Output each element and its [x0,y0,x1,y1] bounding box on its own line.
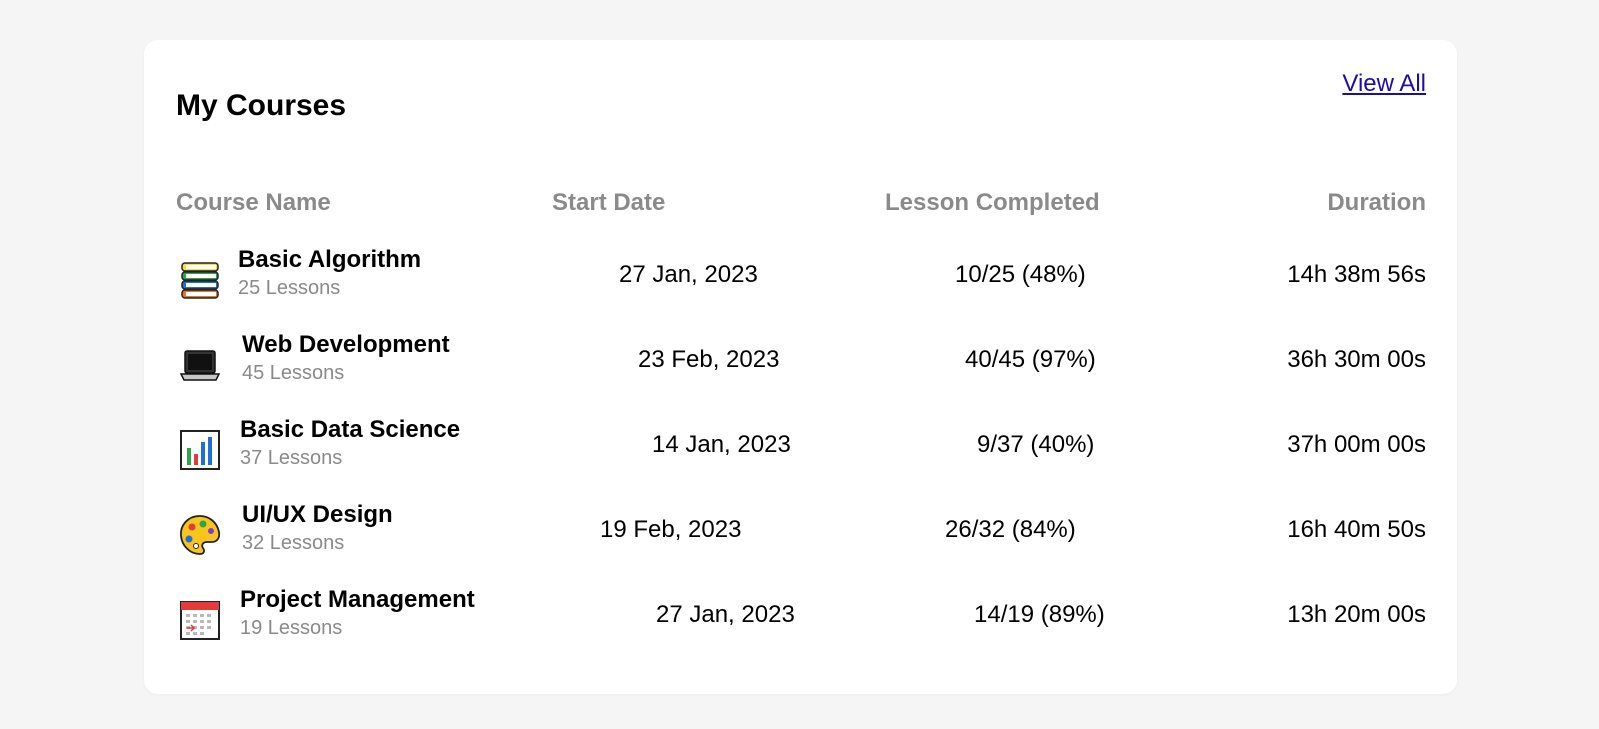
table-row[interactable]: Basic Algorithm 25 Lessons 27 Jan, 2023 … [144,248,1457,308]
course-name: Project Management [240,586,475,613]
palette-icon [178,513,222,557]
lesson-completed: 26/32 (84%) [945,516,1076,543]
column-header-lesson-completed: Lesson Completed [885,189,1100,216]
start-date: 27 Jan, 2023 [656,601,795,628]
table-row[interactable]: Web Development 45 Lessons 23 Feb, 2023 … [144,333,1457,393]
lesson-completed: 10/25 (48%) [955,261,1086,288]
start-date: 19 Feb, 2023 [600,516,742,543]
duration: 14h 38m 56s [1287,261,1426,288]
lesson-completed: 40/45 (97%) [965,346,1096,373]
course-lesson-count: 45 Lessons [242,362,345,384]
course-name: Web Development [242,331,450,358]
table-row[interactable]: Basic Data Science 37 Lessons 14 Jan, 20… [144,418,1457,478]
duration: 16h 40m 50s [1287,516,1426,543]
lesson-completed: 14/19 (89%) [974,601,1105,628]
course-name: Basic Data Science [240,416,461,443]
bar-chart-icon [178,428,222,472]
start-date: 14 Jan, 2023 [652,431,791,458]
page-title: My Courses [176,89,347,122]
start-date: 23 Feb, 2023 [638,346,780,373]
column-header-duration: Duration [1327,189,1426,216]
duration: 36h 30m 00s [1287,346,1426,373]
lesson-completed: 9/37 (40%) [977,431,1095,458]
course-name: Basic Algorithm [238,246,422,273]
course-lesson-count: 37 Lessons [240,447,343,469]
column-header-start-date: Start Date [552,189,666,216]
column-header-course-name: Course Name [176,189,331,216]
table-row[interactable]: Project Management 19 Lessons 27 Jan, 20… [144,588,1457,648]
course-lesson-count: 25 Lessons [238,277,341,299]
course-lesson-count: 32 Lessons [242,532,345,554]
course-lesson-count: 19 Lessons [240,617,343,639]
table-row[interactable]: UI/UX Design 32 Lessons 19 Feb, 2023 26/… [144,503,1457,563]
duration: 13h 20m 00s [1287,601,1426,628]
courses-card: My Courses View All Course Name Start Da… [144,40,1457,694]
laptop-icon [178,343,222,387]
duration: 37h 00m 00s [1287,431,1426,458]
books-icon [178,258,222,302]
start-date: 27 Jan, 2023 [619,261,758,288]
view-all-link[interactable]: View All [1342,70,1426,97]
calendar-icon [178,598,222,642]
course-name: UI/UX Design [242,501,393,528]
